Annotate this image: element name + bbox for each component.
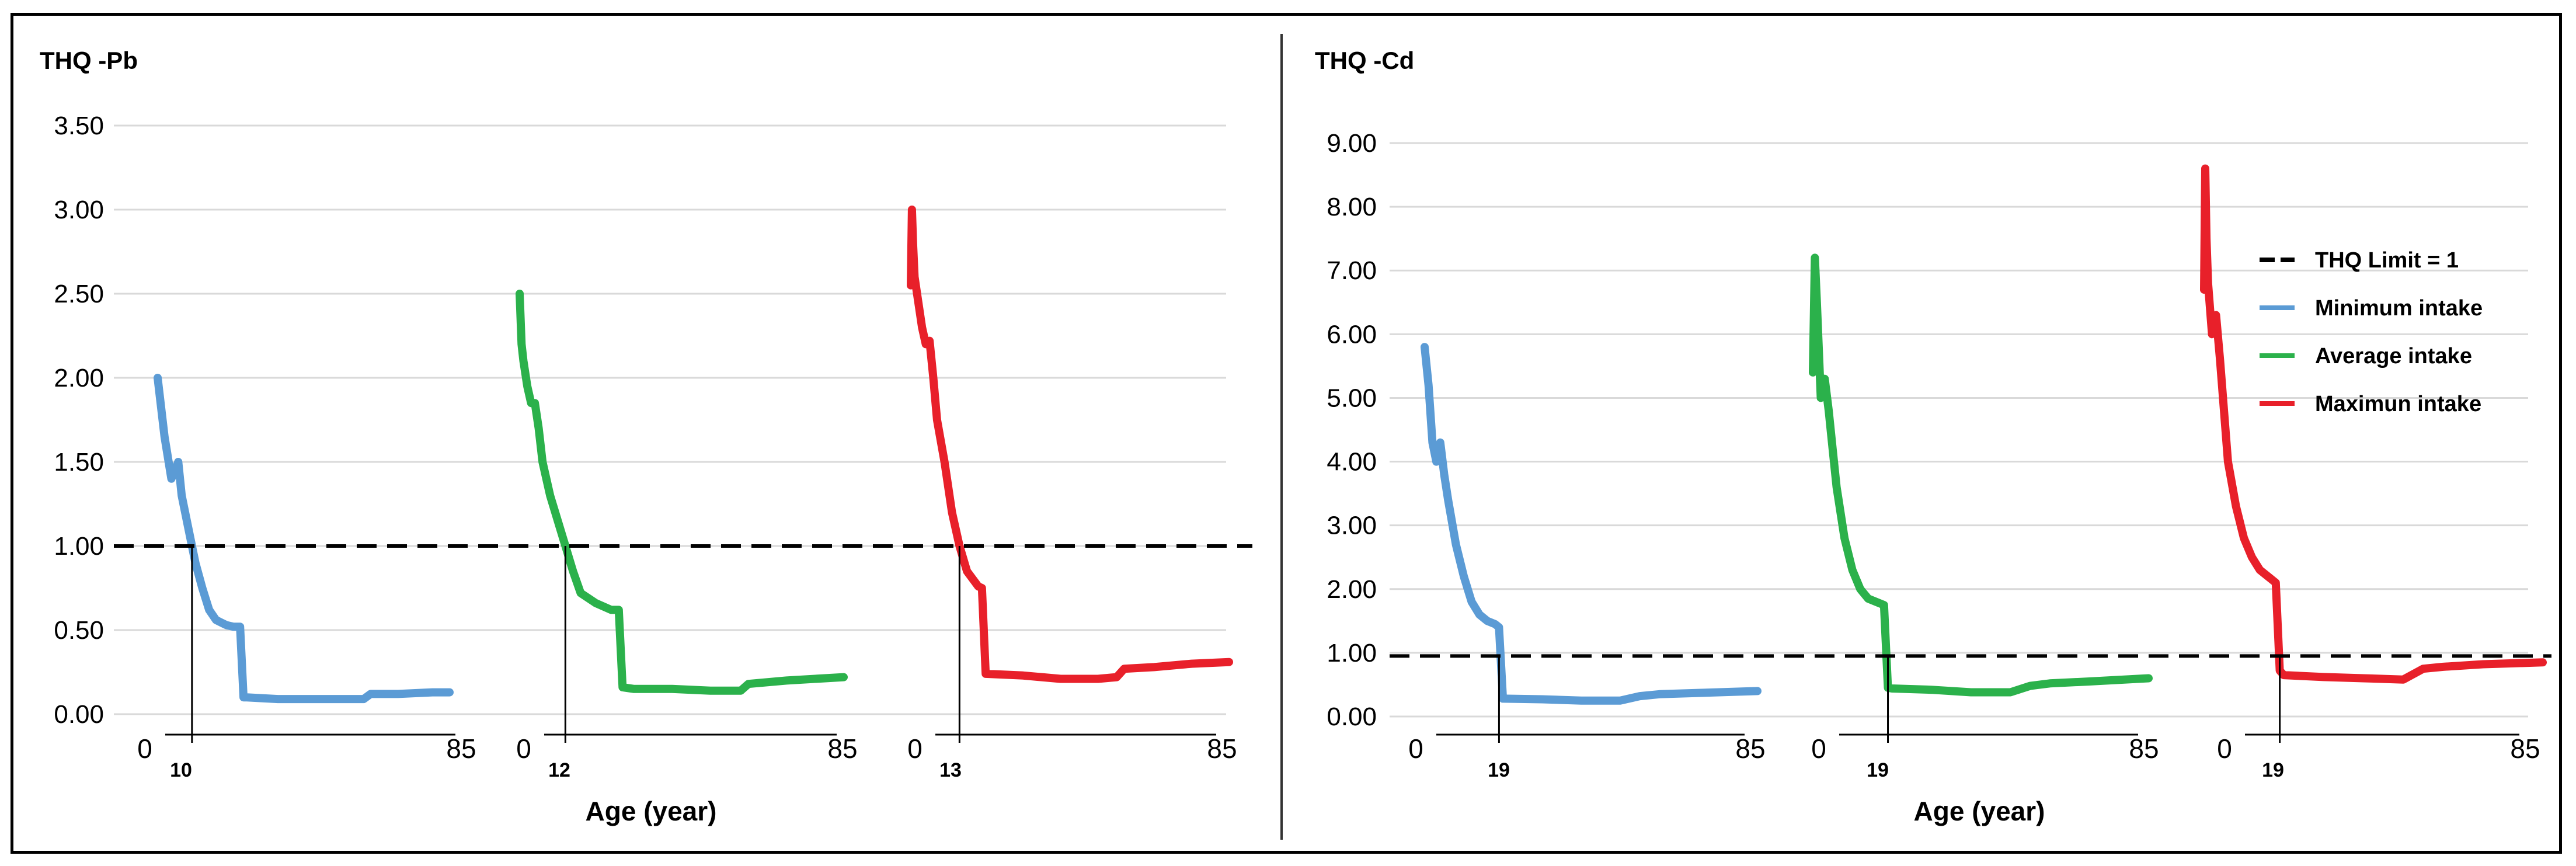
legend-label: Maximun intake	[2315, 392, 2481, 416]
crossing-age-label: 12	[548, 759, 570, 781]
y-tick-label: 1.00	[54, 532, 104, 561]
y-tick-label: 3.50	[54, 112, 104, 140]
chart-title: THQ -Cd	[1315, 47, 1414, 74]
x-end-label: 85	[2129, 733, 2159, 764]
y-tick-label: 4.00	[1327, 448, 1377, 477]
y-tick-label: 2.00	[54, 364, 104, 392]
series-line-avg	[516, 290, 848, 695]
x-start-label: 0	[1811, 733, 1826, 764]
series-line-min	[1421, 343, 1762, 705]
y-tick-label: 1.00	[1327, 639, 1377, 667]
x-start-label: 0	[1408, 733, 1423, 764]
x-end-label: 85	[1735, 733, 1765, 764]
y-tick-label: 2.00	[1327, 575, 1377, 604]
y-tick-label: 5.00	[1327, 384, 1377, 412]
y-tick-label: 6.00	[1327, 320, 1377, 349]
x-start-label: 0	[907, 733, 923, 764]
crossing-age-label: 19	[1488, 759, 1510, 781]
series-line-max	[2200, 164, 2547, 684]
x-axis-label: Age (year)	[586, 796, 717, 826]
y-tick-label: 2.50	[54, 280, 104, 308]
y-tick-label: 7.00	[1327, 256, 1377, 285]
crossing-age-label: 19	[2262, 759, 2284, 781]
series-line-avg	[1809, 253, 2153, 697]
series-line-min	[154, 374, 454, 704]
legend-label: THQ Limit = 1	[2315, 248, 2459, 273]
series-line-max	[907, 206, 1233, 683]
legend-label: Minimum intake	[2315, 296, 2483, 321]
crossing-age-label: 19	[1867, 759, 1889, 781]
x-start-label: 0	[137, 733, 152, 764]
x-end-label: 85	[2510, 733, 2540, 764]
figure-frame	[11, 13, 2562, 854]
legend-label: Average intake	[2315, 344, 2472, 368]
y-tick-label: 9.00	[1327, 129, 1377, 158]
y-tick-label: 3.00	[54, 196, 104, 224]
crossing-age-label: 10	[170, 759, 192, 781]
x-start-label: 0	[516, 733, 531, 764]
y-tick-label: 0.00	[1327, 702, 1377, 731]
x-axis-label: Age (year)	[1914, 796, 2045, 826]
y-tick-label: 0.50	[54, 616, 104, 645]
y-tick-label: 8.00	[1327, 193, 1377, 221]
y-tick-label: 1.50	[54, 448, 104, 477]
crossing-age-label: 13	[939, 759, 962, 781]
x-start-label: 0	[2217, 733, 2232, 764]
y-tick-label: 0.00	[54, 700, 104, 729]
y-tick-label: 3.00	[1327, 512, 1377, 540]
panel-divider	[1280, 34, 1283, 840]
x-end-label: 85	[446, 733, 476, 764]
x-end-label: 85	[1207, 733, 1237, 764]
chart-title: THQ -Pb	[40, 47, 138, 74]
x-end-label: 85	[827, 733, 857, 764]
